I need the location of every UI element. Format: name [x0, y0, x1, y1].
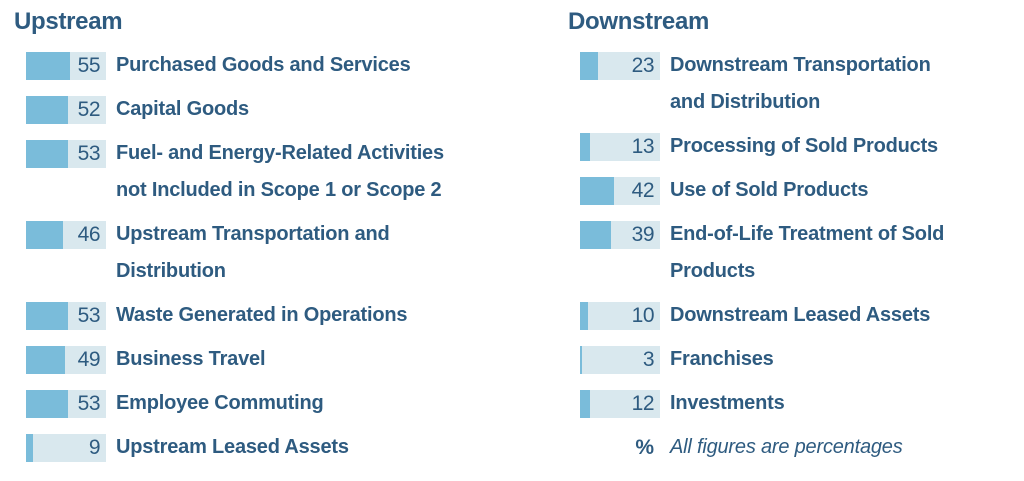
footnote: % All figures are percentages [580, 434, 1020, 463]
category-row: 9 Upstream Leased Assets [26, 434, 524, 466]
category-row: 53 Fuel- and Energy-Related Activities no… [26, 140, 524, 209]
percentage-bar: 23 [580, 52, 660, 80]
percentage-value: 9 [88, 436, 101, 459]
category-label: Use of Sold Products [670, 179, 869, 201]
category-label: Downstream Transportation and Distributi… [670, 54, 931, 113]
percentage-value: 39 [631, 223, 655, 246]
bar-fill [580, 52, 599, 80]
bar-fill [26, 346, 66, 374]
category-label: Processing of Sold Products [670, 135, 938, 157]
bar-fill [26, 434, 34, 462]
category-label: Waste Generated in Operations [116, 304, 408, 326]
category-row: 52 Capital Goods [26, 96, 524, 128]
category-label: End-of-Life Treatment of Sold Products [670, 223, 945, 282]
upstream-column: Upstream 55 Purchased Goods and Services 5… [14, 8, 524, 478]
bar-fill [26, 140, 69, 168]
bar-fill [580, 133, 591, 161]
category-row: 49 Business Travel [26, 346, 524, 378]
downstream-heading: Downstream [568, 8, 710, 35]
percent-symbol-box: % [580, 434, 660, 462]
percentage-value: 10 [631, 304, 655, 327]
upstream-category-list: 55 Purchased Goods and Services 52 Capital … [14, 52, 524, 466]
bar-fill [26, 390, 69, 418]
percentage-bar: 10 [580, 302, 660, 330]
percentage-value: 3 [642, 348, 655, 371]
percent-sign-icon: % [635, 436, 654, 459]
bar-fill [26, 221, 63, 249]
bar-fill [580, 221, 612, 249]
category-row: 3 Franchises [580, 346, 1020, 378]
category-row: 13 Processing of Sold Products [580, 133, 1020, 165]
category-row: 42 Use of Sold Products [580, 177, 1020, 209]
percentage-bar: 49 [26, 346, 106, 374]
percentage-bar: 42 [580, 177, 660, 205]
percentage-value: 23 [631, 54, 655, 77]
bar-fill [580, 302, 588, 330]
percentage-bar: 12 [580, 390, 660, 418]
percentage-value: 49 [77, 348, 101, 371]
category-label: Fuel- and Energy-Related Activities not … [116, 142, 444, 201]
category-row: 39 End-of-Life Treatment of Sold Products [580, 221, 1020, 290]
percentage-bar: 53 [26, 390, 106, 418]
percentage-bar: 55 [26, 52, 106, 80]
percentage-bar: 9 [26, 434, 106, 462]
category-label: Upstream Leased Assets [116, 436, 349, 458]
percentage-bar: 52 [26, 96, 106, 124]
downstream-column: Downstream 23 Downstream Transportation a… [568, 8, 1020, 463]
bar-fill [580, 346, 583, 374]
bar-fill [580, 177, 614, 205]
category-row: 46 Upstream Transportation and Distributi… [26, 221, 524, 290]
bar-fill [26, 302, 69, 330]
percentage-value: 13 [631, 135, 655, 158]
category-row: 10 Downstream Leased Assets [580, 302, 1020, 334]
percentage-bar: 3 [580, 346, 660, 374]
downstream-category-list: 23 Downstream Transportation and Distribu… [568, 52, 1020, 422]
footnote-container: % All figures are percentages [568, 434, 1020, 463]
percentage-value: 12 [631, 392, 655, 415]
bar-fill [580, 390, 590, 418]
category-label: Investments [670, 392, 785, 414]
category-label: Downstream Leased Assets [670, 304, 931, 326]
percentage-value: 53 [77, 142, 101, 165]
category-label: Business Travel [116, 348, 266, 370]
category-row: 23 Downstream Transportation and Distribu… [580, 52, 1020, 121]
upstream-heading: Upstream [14, 8, 123, 35]
category-label: Purchased Goods and Services [116, 54, 411, 76]
percentage-value: 52 [77, 98, 101, 121]
category-label: Franchises [670, 348, 774, 370]
category-row: 53 Employee Commuting [26, 390, 524, 422]
percentage-value: 53 [77, 304, 101, 327]
category-row: 53 Waste Generated in Operations [26, 302, 524, 334]
percentage-bar: 53 [26, 302, 106, 330]
footnote-text: All figures are percentages [670, 436, 903, 458]
percentage-bar: 53 [26, 140, 106, 168]
bar-fill [26, 52, 70, 80]
percentage-bar: 46 [26, 221, 106, 249]
percentage-bar: 39 [580, 221, 660, 249]
percentage-value: 46 [77, 223, 101, 246]
category-label: Employee Commuting [116, 392, 324, 414]
category-row: 55 Purchased Goods and Services [26, 52, 524, 84]
percentage-value: 55 [77, 54, 101, 77]
bar-fill [26, 96, 68, 124]
percentage-value: 53 [77, 392, 101, 415]
percentage-value: 42 [631, 179, 655, 202]
category-label: Upstream Transportation and Distribution [116, 223, 390, 282]
percentage-bar: 13 [580, 133, 660, 161]
category-label: Capital Goods [116, 98, 249, 120]
category-row: 12 Investments [580, 390, 1020, 422]
